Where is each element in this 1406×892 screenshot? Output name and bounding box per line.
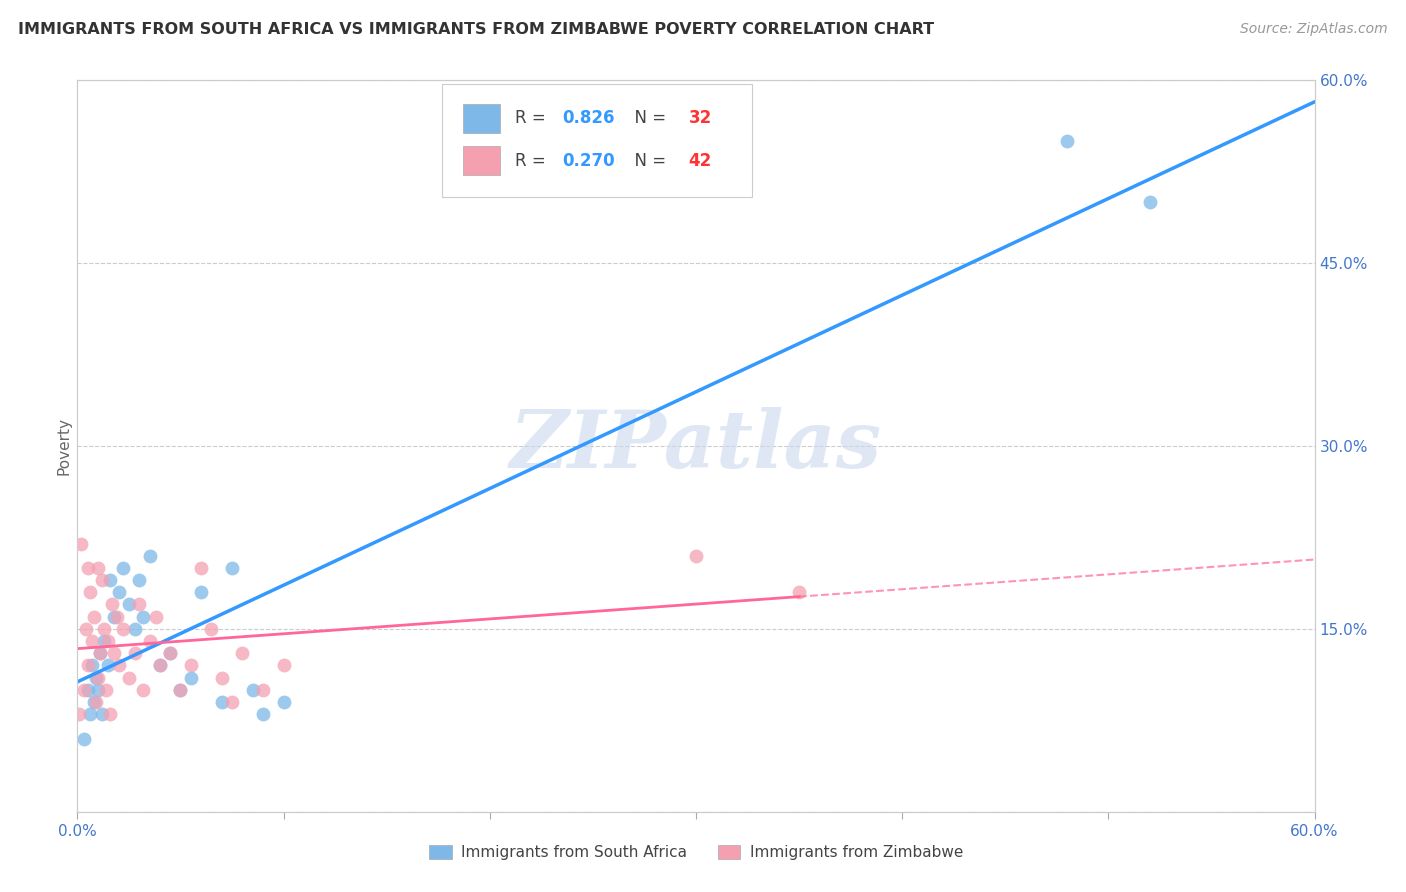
- Point: [91, 573, 114, 587]
- Point: [145, 609, 167, 624]
- Point: [107, 585, 129, 599]
- Point: [107, 658, 129, 673]
- Point: [84, 695, 107, 709]
- Point: [1139, 195, 1161, 210]
- Point: [124, 646, 146, 660]
- Point: [80, 634, 103, 648]
- Point: [76, 658, 98, 673]
- Point: [70, 536, 93, 550]
- Text: N =: N =: [624, 152, 672, 169]
- Point: [190, 585, 212, 599]
- Point: [200, 622, 222, 636]
- Point: [118, 671, 141, 685]
- Point: [87, 682, 110, 697]
- Bar: [464, 103, 501, 133]
- Point: [98, 707, 121, 722]
- Point: [83, 695, 105, 709]
- Point: [128, 573, 150, 587]
- Point: [80, 658, 103, 673]
- Point: [138, 549, 160, 563]
- Point: [180, 658, 202, 673]
- Point: [787, 585, 810, 599]
- Point: [67, 707, 90, 722]
- Point: [91, 707, 114, 722]
- Point: [103, 609, 125, 624]
- Point: [169, 682, 191, 697]
- Point: [89, 646, 111, 660]
- Point: [79, 585, 101, 599]
- Point: [180, 671, 202, 685]
- Point: [118, 598, 141, 612]
- Legend: Immigrants from South Africa, Immigrants from Zimbabwe: Immigrants from South Africa, Immigrants…: [423, 839, 969, 866]
- Point: [93, 622, 115, 636]
- Point: [72, 731, 94, 746]
- Point: [124, 622, 146, 636]
- Point: [87, 561, 110, 575]
- Point: [87, 671, 110, 685]
- Text: 32: 32: [689, 110, 711, 128]
- Point: [76, 682, 98, 697]
- Point: [273, 695, 295, 709]
- Point: [242, 682, 264, 697]
- Point: [75, 622, 97, 636]
- Point: [252, 682, 274, 697]
- Text: 0.826: 0.826: [562, 110, 614, 128]
- Text: Source: ZipAtlas.com: Source: ZipAtlas.com: [1240, 22, 1388, 37]
- FancyBboxPatch shape: [443, 84, 752, 197]
- Text: 0.270: 0.270: [562, 152, 614, 169]
- Text: IMMIGRANTS FROM SOUTH AFRICA VS IMMIGRANTS FROM ZIMBABWE POVERTY CORRELATION CHA: IMMIGRANTS FROM SOUTH AFRICA VS IMMIGRAN…: [18, 22, 935, 37]
- Point: [76, 561, 98, 575]
- Point: [96, 682, 118, 697]
- Point: [190, 561, 212, 575]
- Point: [221, 561, 243, 575]
- Text: 42: 42: [689, 152, 711, 169]
- Y-axis label: Poverty: Poverty: [56, 417, 72, 475]
- Point: [103, 646, 125, 660]
- Point: [685, 549, 707, 563]
- Point: [111, 561, 134, 575]
- Point: [252, 707, 274, 722]
- Point: [111, 622, 134, 636]
- Point: [159, 646, 181, 660]
- Point: [84, 671, 107, 685]
- Point: [273, 658, 295, 673]
- Point: [231, 646, 253, 660]
- Point: [72, 682, 94, 697]
- Point: [169, 682, 191, 697]
- Point: [138, 634, 160, 648]
- Point: [97, 634, 120, 648]
- Text: R =: R =: [516, 152, 551, 169]
- Point: [128, 598, 150, 612]
- Point: [83, 609, 105, 624]
- Point: [101, 598, 124, 612]
- Text: N =: N =: [624, 110, 672, 128]
- Point: [98, 573, 121, 587]
- Point: [105, 609, 128, 624]
- Point: [149, 658, 172, 673]
- Point: [93, 634, 115, 648]
- Text: ZIPatlas: ZIPatlas: [510, 408, 882, 484]
- Point: [211, 695, 233, 709]
- Point: [149, 658, 172, 673]
- Point: [159, 646, 181, 660]
- Point: [221, 695, 243, 709]
- Point: [1056, 134, 1078, 148]
- Point: [89, 646, 111, 660]
- Point: [79, 707, 101, 722]
- Point: [97, 658, 120, 673]
- Point: [132, 682, 155, 697]
- Point: [132, 609, 155, 624]
- Text: R =: R =: [516, 110, 551, 128]
- Bar: [464, 146, 501, 176]
- Point: [211, 671, 233, 685]
